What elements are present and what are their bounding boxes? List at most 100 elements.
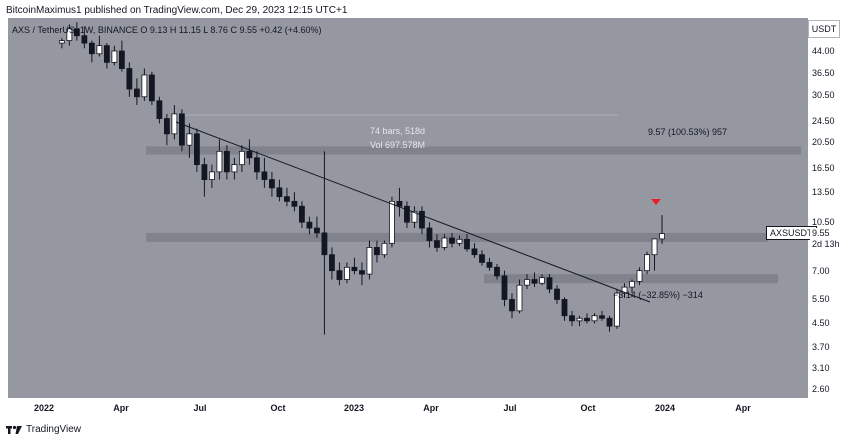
- time-tick-label: 2023: [343, 403, 365, 413]
- candle: [88, 40, 95, 63]
- candle: [314, 216, 320, 239]
- candle: [486, 257, 493, 271]
- candle: [156, 96, 163, 124]
- candle: [366, 240, 373, 280]
- publisher-header: BitcoinMaximus1 published on TradingView…: [6, 5, 348, 16]
- support-zone: [484, 274, 778, 284]
- candle: [606, 315, 613, 332]
- price-tick-label: 20.50: [812, 137, 835, 148]
- candle: [246, 139, 253, 165]
- candle: [133, 78, 140, 106]
- candle: [163, 113, 170, 146]
- candle: [449, 232, 455, 248]
- candlestick-chart[interactable]: 74 bars, 518d Vol 697.578M 9.57 (100.53%) …: [8, 18, 808, 398]
- candle: [321, 151, 328, 335]
- candle: [239, 145, 245, 172]
- price-tick-label: 44.00: [812, 46, 835, 56]
- footer-brand[interactable]: TradingView: [6, 424, 81, 435]
- price-tick-label: 36.50: [812, 68, 835, 79]
- candle: [591, 313, 598, 324]
- candle: [284, 187, 290, 207]
- candle: [531, 272, 538, 288]
- candle: [103, 43, 110, 69]
- candle: [516, 279, 523, 314]
- time-tick-label: 2024: [654, 403, 676, 413]
- candle: [404, 201, 410, 229]
- range-vol-label: Vol 697.578M: [370, 140, 425, 150]
- candle: [621, 283, 628, 298]
- time-tick-label: 2022: [33, 403, 55, 413]
- price-tick-label: 5.50: [812, 294, 830, 305]
- descending-trendline[interactable]: [175, 121, 651, 303]
- candle: [193, 128, 200, 172]
- lower-measure-label: −3.14 (−32.85%) −314: [613, 290, 703, 300]
- candle: [118, 40, 125, 72]
- time-tick-label: Apr: [423, 403, 439, 413]
- candle: [254, 151, 260, 180]
- candle: [546, 274, 553, 294]
- candle: [351, 257, 358, 275]
- price-tick-label: 3.10: [812, 362, 830, 373]
- currency-selector[interactable]: USDT: [808, 20, 840, 38]
- candle: [396, 187, 403, 217]
- candle: [659, 215, 665, 244]
- candle: [456, 235, 463, 247]
- candle: [501, 270, 508, 307]
- chart-area[interactable]: 74 bars, 518d Vol 697.578M 9.57 (100.53%) …: [8, 18, 808, 398]
- last-price-value: 9.55: [812, 227, 830, 238]
- candle: [329, 247, 335, 280]
- candle: [419, 206, 425, 235]
- price-tick-label: 4.50: [812, 318, 830, 329]
- candle: [374, 240, 380, 263]
- candle: [291, 192, 298, 212]
- candle: [141, 68, 148, 101]
- candle: [148, 71, 155, 106]
- candle: [66, 24, 73, 46]
- candle: [599, 310, 605, 321]
- candle: [584, 313, 590, 324]
- candle: [261, 157, 268, 188]
- candle: [344, 262, 350, 284]
- price-tick-label: 3.70: [812, 341, 830, 352]
- candle: [411, 206, 418, 229]
- candle: [494, 264, 500, 280]
- symbol-legend: AXS / TetherUS, 1W, BINANCE O 9.13 H 11.…: [12, 25, 322, 35]
- candle: [426, 222, 433, 248]
- candle: [471, 243, 478, 258]
- price-axis[interactable]: 44.00 36.50 30.50 24.50 20.50 16.50 13.50 10.50…: [808, 18, 842, 398]
- mid-zone: [146, 232, 768, 242]
- time-tick-label: Oct: [270, 403, 286, 413]
- candle: [299, 201, 305, 229]
- time-axis[interactable]: 2022 Apr Jul Oct 2023 Apr Jul Oct 2024 Apr: [8, 398, 808, 418]
- candle: [464, 234, 470, 252]
- time-tick-label: Oct: [580, 403, 596, 413]
- tradingview-logo-icon: [6, 425, 22, 434]
- candle: [651, 238, 658, 271]
- candle: [614, 289, 620, 329]
- time-tick-label: Apr: [113, 403, 129, 413]
- candle: [479, 250, 485, 266]
- candle: [359, 262, 365, 286]
- time-tick-label: Apr: [735, 403, 751, 413]
- candle: [336, 262, 343, 286]
- price-tick-label: 13.50: [812, 187, 835, 198]
- price-tick-label: 7.00: [812, 265, 830, 276]
- last-price-tag: 9.55 2d 13h: [810, 227, 842, 250]
- candle: [561, 297, 568, 321]
- bar-countdown: 2d 13h: [812, 238, 840, 249]
- candle: [269, 171, 275, 197]
- candle: [524, 274, 530, 290]
- price-tick-label: 10.50: [812, 217, 835, 228]
- candle: [629, 279, 635, 294]
- candle: [201, 157, 208, 197]
- candle: [554, 285, 560, 304]
- down-arrow-icon: [651, 199, 661, 205]
- candle: [441, 234, 448, 251]
- price-tick-label: 24.50: [812, 115, 835, 126]
- candle: [81, 26, 88, 49]
- candle: [306, 216, 313, 235]
- candle: [509, 293, 515, 319]
- candle: [111, 45, 118, 66]
- candle: [171, 105, 178, 140]
- candle: [73, 22, 80, 41]
